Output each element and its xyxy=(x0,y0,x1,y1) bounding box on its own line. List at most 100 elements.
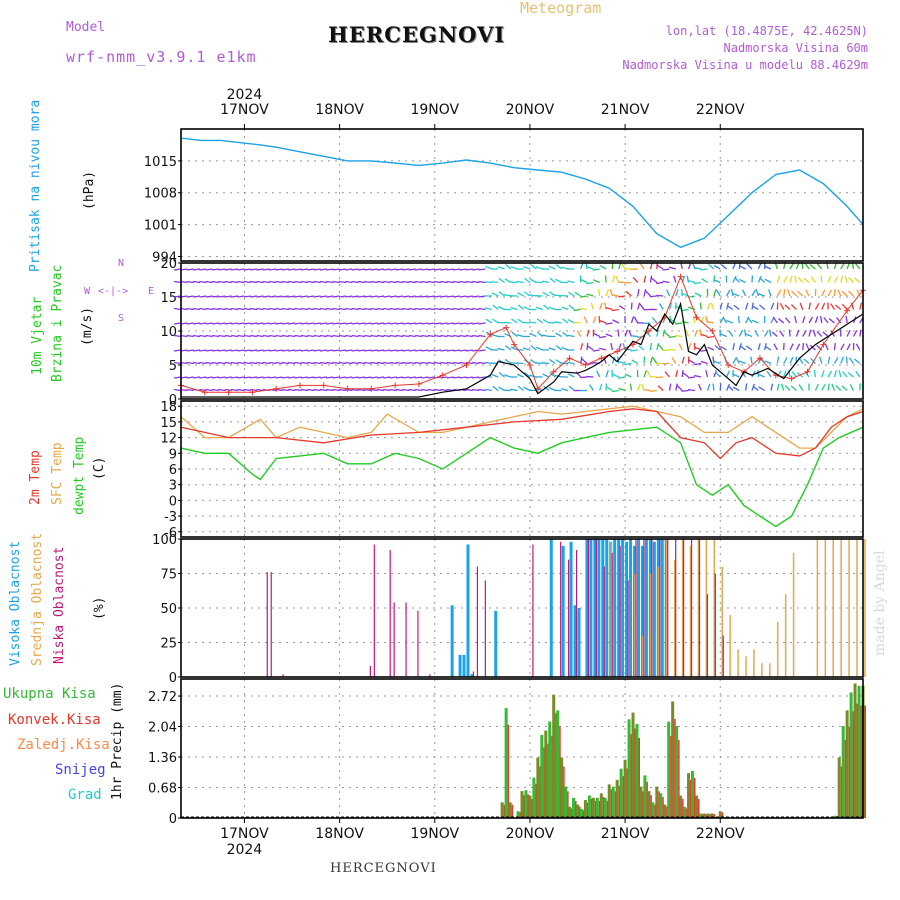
station-title: HERCEGNOVI xyxy=(328,22,506,47)
legend-total-precip: Ukupna Kisa xyxy=(3,686,96,702)
wind-arrow xyxy=(434,295,442,298)
precip-bar xyxy=(627,719,631,818)
lonlat-text: lon,lat (18.4875E, 42.4625N) xyxy=(665,24,868,38)
wind-arrow xyxy=(805,343,810,351)
wind-gust-marker xyxy=(693,314,700,321)
high-cloud-bar xyxy=(450,605,454,677)
wind-arrow xyxy=(275,268,283,271)
wind-arrow xyxy=(529,294,537,297)
y-tick-label: 5 xyxy=(169,359,177,374)
mid-cloud-bar xyxy=(697,539,700,677)
wind-arrow xyxy=(567,373,575,378)
wind-arrow xyxy=(357,295,366,298)
wind-arrow xyxy=(427,349,435,352)
mid-cloud-bar xyxy=(721,566,723,677)
precip-bar xyxy=(587,795,591,818)
wind-arrow xyxy=(675,370,679,378)
wind-arrow xyxy=(332,280,340,284)
y-tick-label: 18 xyxy=(160,400,177,415)
wind-arrow xyxy=(396,268,404,271)
wind-arrow xyxy=(173,295,182,298)
wind-arrow xyxy=(770,302,775,310)
wind-arrow xyxy=(605,322,613,325)
wind-arrow xyxy=(580,278,588,284)
wind-arrow xyxy=(186,388,194,392)
wind-arrow xyxy=(854,358,861,364)
precip-bar xyxy=(849,692,853,818)
elevation-text: Nadmorska Visina 60m xyxy=(723,41,869,55)
wind-arrow xyxy=(707,346,715,351)
wind-arrow xyxy=(294,268,302,271)
wind-arrow xyxy=(427,280,435,284)
wind-arrow xyxy=(402,295,410,298)
wind-arrow xyxy=(776,356,780,364)
conv-precip-bar xyxy=(662,797,664,818)
wind-arrow xyxy=(656,281,664,285)
precip-bar xyxy=(691,770,694,818)
conv-precip-bar xyxy=(563,766,565,818)
wind-arrow xyxy=(498,277,505,284)
date-label-top: 22NOV xyxy=(696,102,745,118)
wind-arrow xyxy=(250,268,258,271)
wind-arrow xyxy=(554,321,562,324)
wind-arrow xyxy=(364,376,372,379)
conv-precip-bar xyxy=(582,810,585,818)
wind-arrow xyxy=(788,329,791,337)
wind-arrow xyxy=(434,388,442,392)
wind-arrow xyxy=(408,268,416,271)
precip-bar xyxy=(635,723,639,818)
wind-arrow xyxy=(243,388,251,392)
wind-gust-marker xyxy=(526,362,533,368)
wind-arrow xyxy=(408,388,416,392)
wind-arrow xyxy=(319,307,328,311)
wind-arrow xyxy=(802,330,807,337)
precip-bar xyxy=(556,710,560,818)
wind-arrow xyxy=(529,321,537,324)
wind-arrow xyxy=(754,330,759,337)
wind-arrow xyxy=(567,334,575,338)
high-cloud-bar xyxy=(466,544,470,677)
wind-arrow xyxy=(738,330,744,337)
wind-arrow xyxy=(719,302,723,310)
high-cloud-bar xyxy=(636,539,640,677)
low-cloud-bar xyxy=(627,580,629,677)
wind-arrow xyxy=(415,334,423,338)
wind-arrow xyxy=(389,349,397,352)
wind-arrow xyxy=(744,329,747,337)
wind-arrow xyxy=(345,388,353,392)
wind-arrow xyxy=(516,334,524,338)
wind-arrow xyxy=(326,334,334,338)
mid-cloud-bar xyxy=(848,539,850,677)
precip-bar xyxy=(548,721,552,818)
wind-arrow xyxy=(205,295,213,298)
wind-arrow xyxy=(218,334,226,338)
wind-arrow xyxy=(681,389,689,392)
wind-arrow xyxy=(764,330,769,337)
wind-arrow xyxy=(638,345,645,351)
low-cloud-bar xyxy=(417,610,419,677)
wind-arrow xyxy=(611,275,616,283)
wind-arrow xyxy=(649,389,657,392)
panel-frame xyxy=(180,262,864,400)
wind-arrow xyxy=(231,295,239,298)
wind-arrow xyxy=(186,322,194,325)
wind-arrow xyxy=(383,295,391,298)
wind-arrow xyxy=(478,307,486,311)
wind-arrow xyxy=(199,376,207,379)
wind-arrow xyxy=(376,268,385,271)
wind-arrow xyxy=(789,356,794,364)
precip-bar xyxy=(687,773,691,818)
mid-cloud-bar xyxy=(792,552,795,677)
wind-arrow xyxy=(682,372,689,378)
wind-gust-marker xyxy=(201,389,208,396)
precip-bar xyxy=(504,708,508,818)
wind-arrow xyxy=(446,334,454,338)
wind-arrow xyxy=(389,268,397,271)
mid-cloud-bar xyxy=(776,621,779,677)
wind-arrow xyxy=(612,319,620,324)
high-cloud-bar xyxy=(644,539,648,677)
wind-arrow xyxy=(497,321,505,324)
wind-arrow xyxy=(555,345,563,351)
wind-arrow xyxy=(453,280,461,284)
wind-arrow xyxy=(773,343,778,351)
